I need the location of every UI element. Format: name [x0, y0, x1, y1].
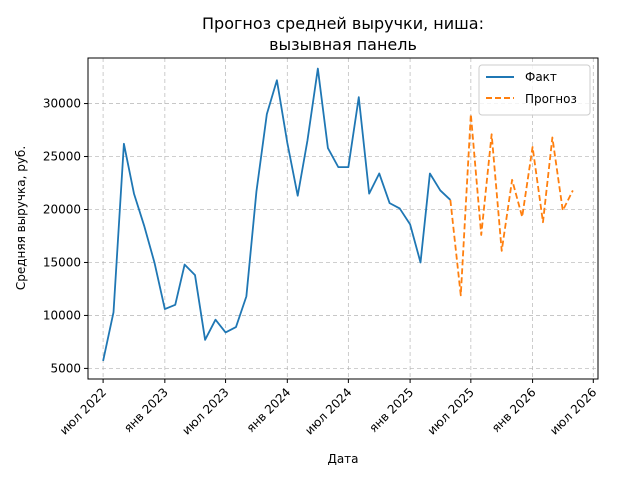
y-tick-label: 15000 — [43, 255, 81, 269]
y-tick-label: 25000 — [43, 150, 81, 164]
legend-label-forecast: Прогноз — [525, 92, 577, 106]
x-axis-label: Дата — [327, 452, 358, 466]
chart-title-line-2: вызывная панель — [269, 35, 417, 54]
y-tick-label: 30000 — [43, 97, 81, 111]
plot-frame — [87, 57, 599, 380]
legend: Факт Прогноз — [478, 64, 591, 116]
y-tick-label: 20000 — [43, 202, 81, 216]
series-line-forecast — [449, 113, 574, 297]
series-layer — [102, 67, 574, 362]
y-axis: 5000 10000 15000 20000 25000 30000 — [43, 97, 88, 375]
y-axis-label: Средняя выручка, руб. — [14, 146, 28, 290]
chart-title-line-1: Прогноз средней выручки, ниша: — [202, 14, 484, 33]
y-tick-label: 5000 — [50, 361, 81, 375]
grid-layer — [88, 58, 598, 379]
series-line-fact — [102, 67, 451, 362]
y-tick-label: 10000 — [43, 308, 81, 322]
legend-label-fact: Факт — [525, 70, 557, 84]
